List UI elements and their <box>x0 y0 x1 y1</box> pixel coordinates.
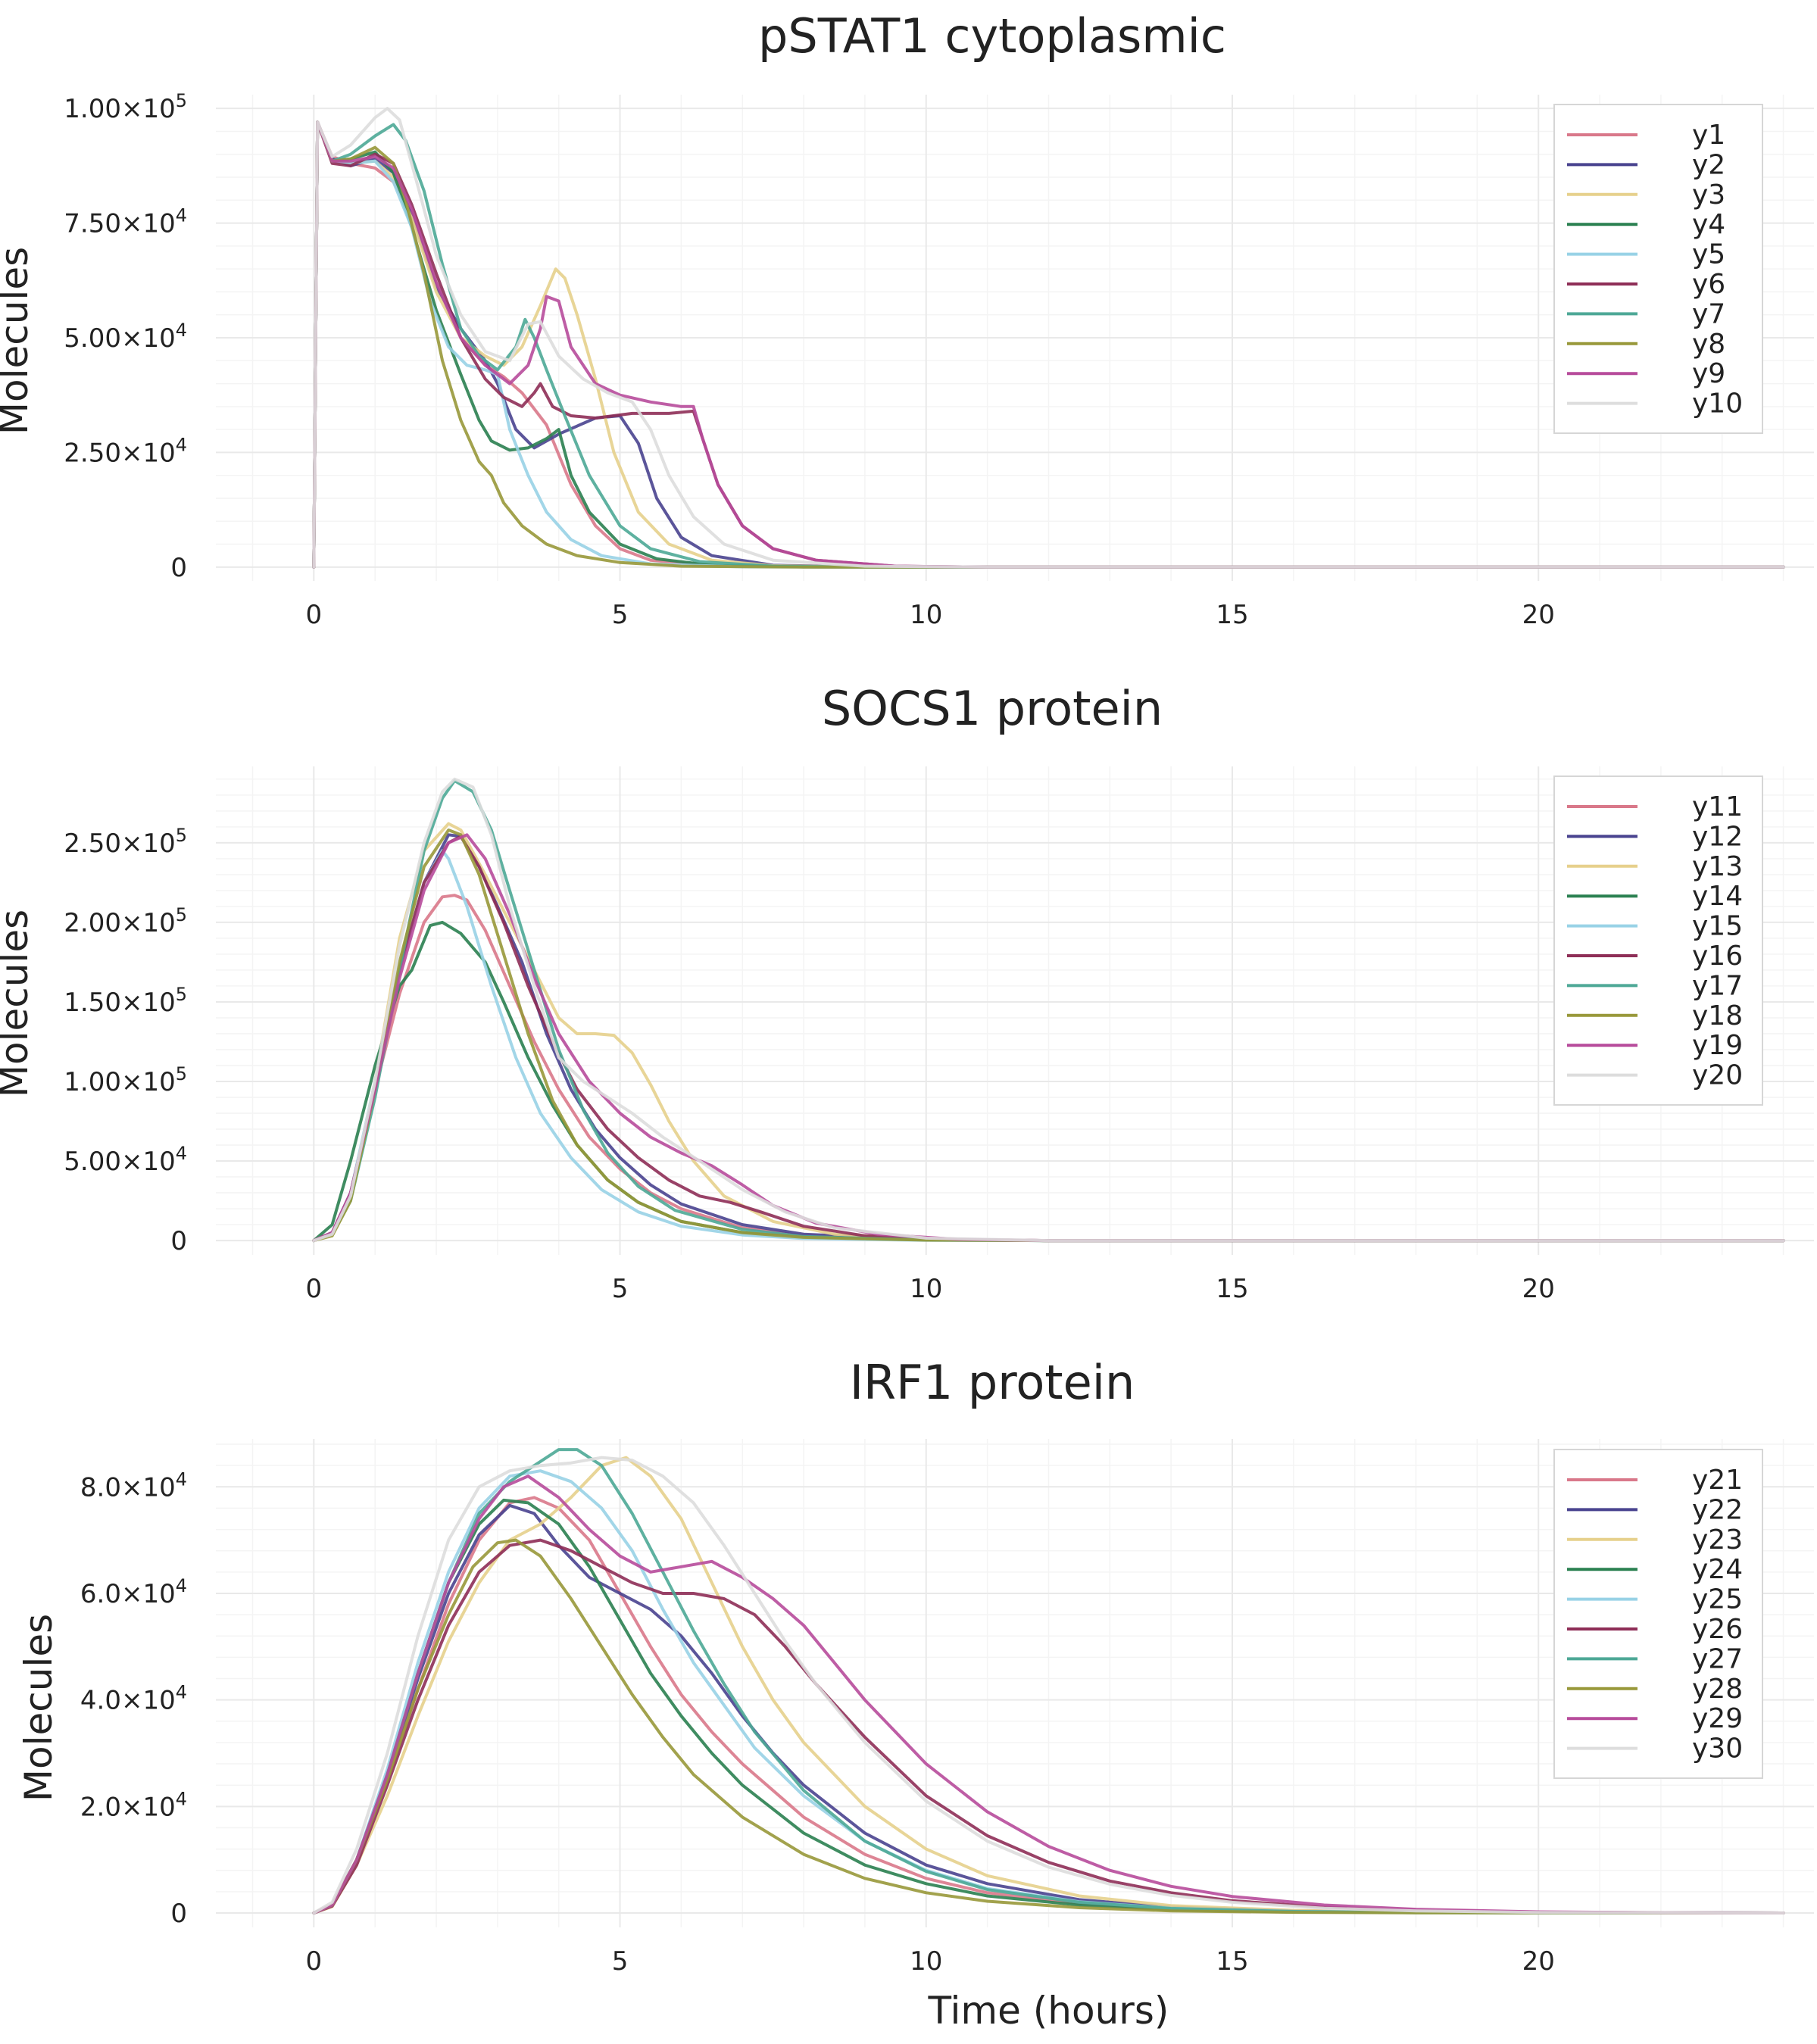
series-line-y4 <box>312 120 1785 569</box>
series-line-y30 <box>312 1456 1785 1914</box>
x-tick-label: 10 <box>910 600 942 630</box>
legend-label: y17 <box>1692 970 1743 1001</box>
legend-label: y16 <box>1692 941 1743 972</box>
x-tick-label: 5 <box>612 1274 629 1304</box>
y-axis-label: Molecules <box>0 910 36 1097</box>
x-tick-label: 5 <box>612 600 629 630</box>
y-tick-label: 5.00×104 <box>64 320 187 354</box>
legend-label: y1 <box>1692 120 1725 151</box>
legend-label: y3 <box>1692 179 1725 211</box>
x-tick-label: 5 <box>612 1946 629 1977</box>
y-tick-label: 0 <box>170 1899 187 1929</box>
legend-label: y19 <box>1692 1030 1743 1061</box>
x-axis-label: Time (hours) <box>928 1989 1169 2033</box>
y-tick-label: 2.00×105 <box>64 904 187 938</box>
x-tick-label: 0 <box>306 1946 323 1977</box>
legend-label: y25 <box>1692 1584 1743 1615</box>
y-tick-label: 2.50×104 <box>64 434 187 468</box>
x-tick-label: 0 <box>306 1274 323 1304</box>
legend-label: y26 <box>1692 1614 1743 1645</box>
x-tick-label: 10 <box>910 1274 942 1304</box>
y-tick-label: 5.00×104 <box>64 1143 187 1177</box>
legend-label: y21 <box>1692 1465 1743 1496</box>
y-tick-label: 4.0×104 <box>80 1682 187 1716</box>
series-line-y8 <box>312 120 1785 569</box>
legend-label: y13 <box>1692 851 1743 882</box>
x-tick-label: 20 <box>1522 1946 1555 1977</box>
y-tick-label: 1.00×105 <box>64 90 187 124</box>
legend-box <box>1553 775 1763 1106</box>
legend-label: y11 <box>1692 791 1743 822</box>
x-tick-label: 0 <box>306 600 323 630</box>
chart-title: IRF1 protein <box>850 1355 1135 1410</box>
series-line-y26 <box>312 1538 1785 1914</box>
y-axis-label: Molecules <box>0 247 36 435</box>
legend-label: y28 <box>1692 1674 1743 1705</box>
y-tick-label: 2.0×104 <box>80 1788 187 1822</box>
legend-label: y23 <box>1692 1524 1743 1556</box>
legend-label: y15 <box>1692 911 1743 942</box>
legend-label: y14 <box>1692 881 1743 912</box>
y-tick-label: 6.0×104 <box>80 1575 187 1609</box>
series-line-y13 <box>312 822 1785 1243</box>
legend-label: y12 <box>1692 821 1743 852</box>
legend-box <box>1553 1449 1763 1779</box>
y-tick-label: 0 <box>170 553 187 583</box>
y-tick-label: 0 <box>170 1226 187 1256</box>
x-tick-label: 20 <box>1522 600 1555 630</box>
y-tick-label: 8.0×104 <box>80 1468 187 1503</box>
series-line-y9 <box>312 120 1785 569</box>
series-line-y20 <box>312 777 1785 1243</box>
legend-label: y5 <box>1692 239 1725 270</box>
legend-label: y30 <box>1692 1733 1743 1765</box>
legend-box <box>1553 104 1763 434</box>
legend-label: y20 <box>1692 1060 1743 1091</box>
legend-label: y4 <box>1692 209 1725 240</box>
legend-label: y9 <box>1692 358 1725 389</box>
chart-panel-3: IRF1 protein 0 5 10 15 20 0 2.0×104 4.0×104 6.0×1… <box>17 1355 1814 2033</box>
y-axis-label: Molecules <box>17 1614 61 1802</box>
legend-label: y18 <box>1692 1000 1743 1031</box>
y-tick-label: 7.50×104 <box>64 205 187 239</box>
series-line-y10 <box>312 107 1785 569</box>
x-tick-label: 10 <box>910 1946 942 1977</box>
x-tick-label: 15 <box>1216 1274 1248 1304</box>
legend-label: y24 <box>1692 1554 1743 1585</box>
y-tick-label: 2.50×105 <box>64 825 187 859</box>
legend-label: y6 <box>1692 269 1725 300</box>
legend-label: y8 <box>1692 329 1725 360</box>
chart-title: pSTAT1 cytoplasmic <box>758 8 1226 64</box>
y-tick-label: 1.50×105 <box>64 984 187 1018</box>
legend-label: y10 <box>1692 389 1743 420</box>
chart-title: SOCS1 protein <box>822 681 1163 736</box>
series-line-y28 <box>312 1538 1785 1914</box>
legend-label: y7 <box>1692 298 1725 329</box>
legend-label: y27 <box>1692 1643 1743 1674</box>
x-tick-label: 15 <box>1216 600 1248 630</box>
legend-label: y2 <box>1692 149 1725 180</box>
series-line-y29 <box>312 1474 1785 1914</box>
legend-label: y29 <box>1692 1703 1743 1734</box>
series-line-y23 <box>312 1456 1785 1914</box>
y-tick-label: 1.00×105 <box>64 1063 187 1097</box>
chart-panel-2: SOCS1 protein 0 5 10 15 20 0 5.00×104 1.00×105 1.… <box>0 681 1814 1304</box>
x-tick-label: 20 <box>1522 1274 1555 1304</box>
legend-label: y22 <box>1692 1494 1743 1525</box>
chart-panel-1: pSTAT1 cytoplasmic 0 5 10 15 20 0 2.50×104 5.00×… <box>0 8 1814 630</box>
x-tick-label: 15 <box>1216 1946 1248 1977</box>
